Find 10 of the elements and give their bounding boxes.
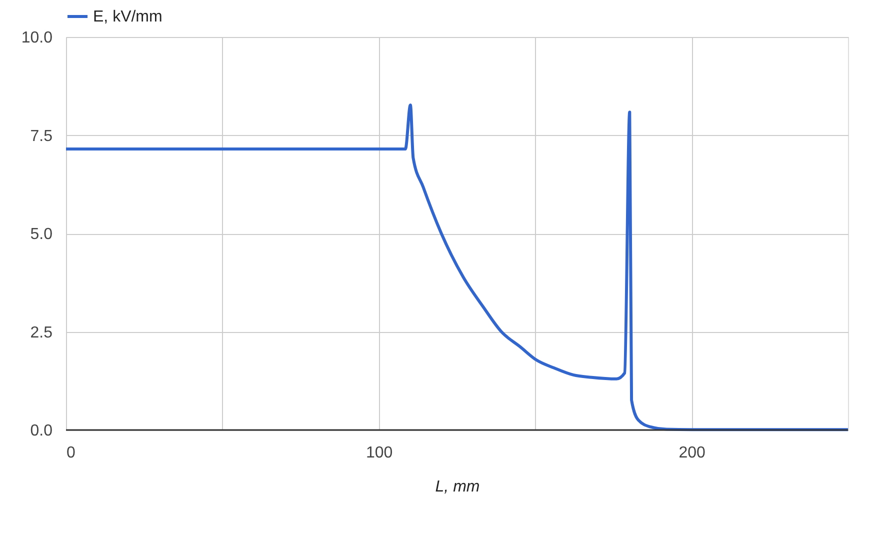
y-tick-label: 10.0 bbox=[21, 30, 53, 46]
x-tick-label: 100 bbox=[366, 444, 393, 462]
x-tick-label: 0 bbox=[66, 444, 76, 462]
legend-label: E, kV/mm bbox=[93, 8, 162, 26]
y-tick-label: 5.0 bbox=[30, 226, 53, 243]
x-tick-label: 200 bbox=[678, 444, 706, 462]
y-tick-label: 7.5 bbox=[30, 128, 53, 145]
y-tick-label: 0.0 bbox=[30, 422, 53, 440]
y-tick-label: 2.5 bbox=[30, 324, 53, 342]
x-axis-title: L, mm bbox=[435, 478, 480, 496]
